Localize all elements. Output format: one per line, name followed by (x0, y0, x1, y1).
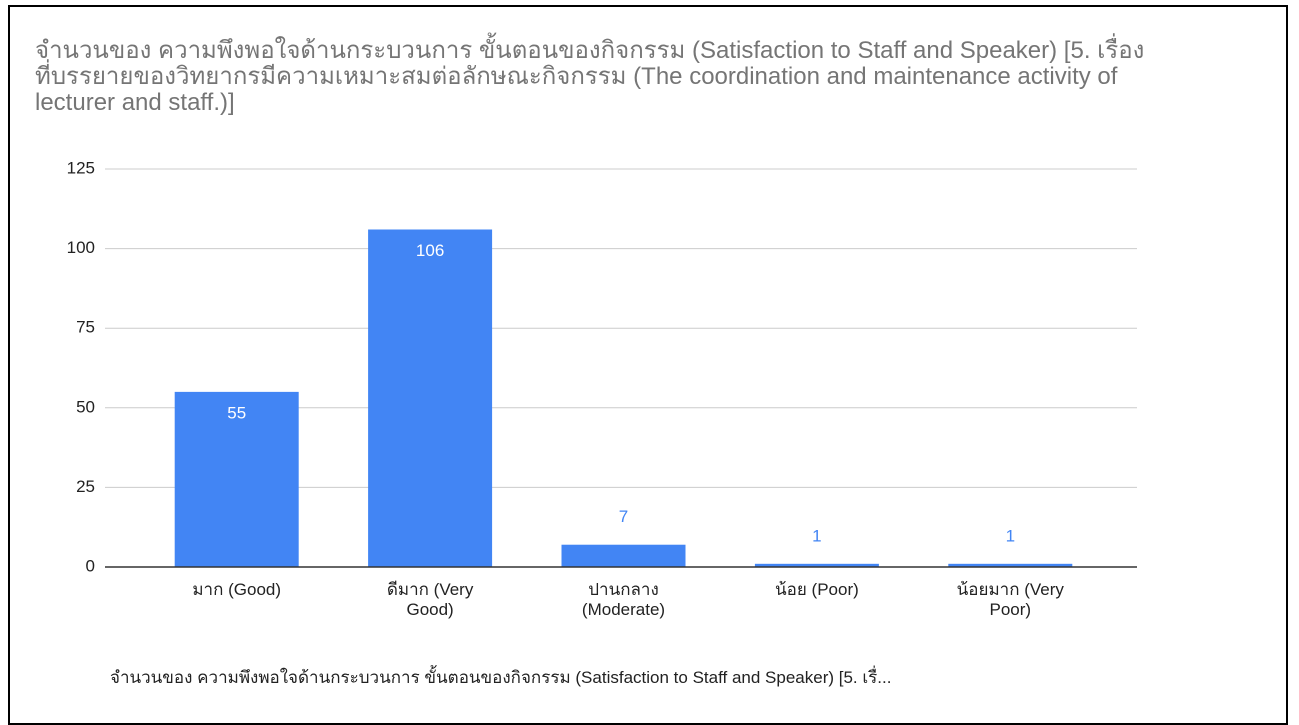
bar (561, 544, 686, 567)
bar (174, 391, 299, 567)
x-tick-label: ปานกลาง (Moderate) (581, 580, 666, 619)
y-tick-label: 100 (67, 238, 95, 257)
bar (754, 563, 879, 567)
legend-entry: จำนวนของ ความพึงพอใจด้านกระบวนการ ขั้นตอ… (110, 668, 892, 687)
bar (368, 229, 493, 567)
y-tick-label: 75 (76, 318, 95, 337)
y-tick-label: 0 (86, 556, 95, 575)
y-tick-label: 50 (76, 397, 95, 416)
data-label: 106 (416, 241, 444, 260)
y-tick-label: 125 (67, 158, 95, 177)
data-label: 1 (812, 526, 821, 545)
x-tick-label: มาก (Good) (192, 580, 282, 599)
chart-title: จำนวนของ ความพึงพอใจด้านกระบวนการ ขั้นตอ… (35, 37, 1145, 116)
y-tick-label: 25 (76, 477, 95, 496)
bar (948, 563, 1073, 567)
x-tick-label: น้อย (Poor) (775, 580, 859, 599)
data-label: 55 (227, 403, 246, 422)
x-tick-label: ดีมาก (Very Good) (386, 580, 474, 619)
x-tick-label: น้อยมาก (Very Poor) (956, 580, 1064, 619)
data-label: 1 (1006, 526, 1015, 545)
data-label: 7 (619, 507, 628, 526)
